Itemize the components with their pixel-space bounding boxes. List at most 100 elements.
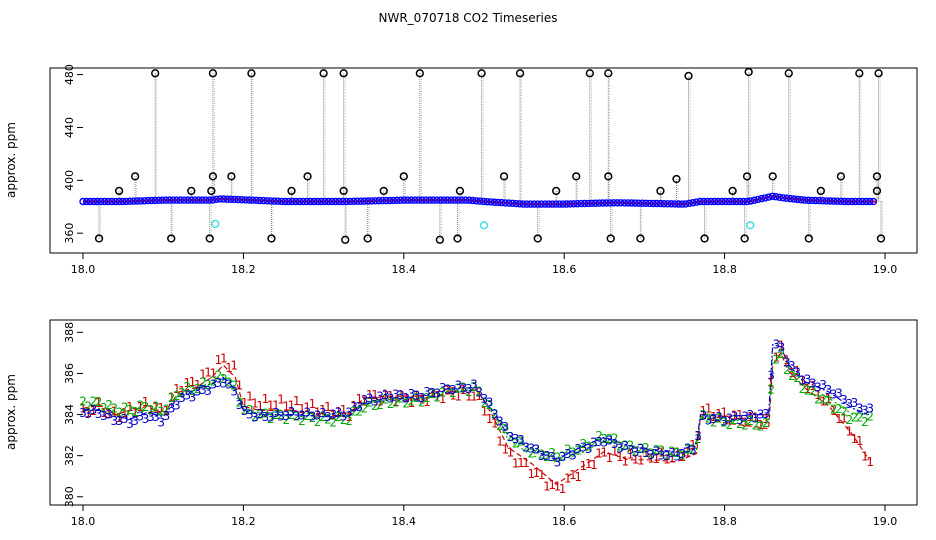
top-data-point [635,199,643,207]
top-outlier-point [672,174,681,184]
bottom-series-mark-2: 2 [465,385,473,399]
bottom-series-mark-1: 1 [465,390,473,404]
bottom-series-mark-3: 3 [606,433,614,447]
bottom-series-mark-3: 3 [486,396,494,410]
bottom-x-tick-label: 18.8 [712,515,737,528]
bottom-series-mark-1: 1 [126,400,134,414]
bottom-series-mark-3: 3 [804,372,812,386]
top-data-point [710,197,719,206]
top-data-point [642,199,650,208]
bottom-series-mark-1: 1 [199,367,207,381]
bottom-series-mark-1: 1 [293,394,301,408]
bottom-series-mark-3: 3 [616,441,624,455]
top-data-point [180,196,188,204]
bottom-series-mark-2: 2 [835,402,843,416]
bottom-series-mark-2: 2 [282,413,290,427]
bottom-series-mark-1: 1 [131,406,139,420]
top-data-point [375,196,383,205]
bottom-series-mark-2: 2 [658,443,666,457]
bottom-series-mark-2: 2 [710,415,718,429]
bottom-series-mark-2: 2 [267,412,275,426]
bottom-series-mark-3: 3 [746,408,754,422]
bottom-series-mark-1: 1 [251,396,259,410]
bottom-series-mark-1: 1 [606,451,614,465]
bottom-series-mark-2: 2 [251,410,259,424]
bottom-series-mark-1: 1 [361,394,369,408]
bottom-series-mark-3: 3 [637,442,645,456]
bottom-series-mark-3: 3 [481,392,489,406]
bottom-series-mark-1: 1 [324,400,332,414]
bottom-series-mark-1: 1 [110,405,118,419]
bottom-series-mark-2: 2 [517,435,525,449]
bottom-series-mark-3: 3 [136,410,144,424]
bottom-series-mark-3: 3 [772,337,780,351]
bottom-series-mark-3: 3 [183,389,191,403]
bottom-series-mark-3: 3 [538,449,546,463]
bottom-series-mark-2: 2 [746,414,754,428]
bottom-series-mark-3: 3 [147,410,155,424]
bottom-series-mark-3: 3 [595,435,603,449]
top-x-tick-label: 19.0 [873,263,898,276]
bottom-series-mark-2: 2 [548,446,556,460]
top-outlier-point [319,69,328,78]
bottom-series-mark-3: 3 [402,392,410,406]
bottom-series-mark-3: 3 [720,415,728,429]
top-data-point [209,196,217,204]
bottom-series-mark-1: 1 [236,378,244,392]
bottom-series-mark-2: 2 [830,403,838,417]
bottom-series-mark-2: 2 [590,435,598,449]
bottom-series-mark-2: 2 [397,392,405,406]
bottom-series-mark-2: 2 [600,432,608,446]
bottom-series-mark-3: 3 [564,447,572,461]
bottom-series-mark-3: 3 [647,448,655,462]
bottom-series-mark-3: 3 [277,409,285,423]
bottom-series-mark-2: 2 [116,406,124,420]
top-outlier-point [876,234,886,243]
bottom-y-tick-label: 388 [63,322,76,343]
bottom-series-mark-2: 2 [126,403,134,417]
top-data-point [353,197,361,205]
bottom-series-mark-2: 2 [345,414,353,428]
top-data-point [378,196,387,205]
bottom-series-mark-1: 1 [548,478,556,492]
bottom-series-mark-2: 2 [173,389,181,403]
bottom-series-mark-3: 3 [366,391,374,405]
bottom-series-mark-2: 2 [507,430,515,444]
top-outlier-point [874,69,883,78]
top-data-point [133,197,141,205]
bottom-series-mark-2: 2 [288,408,296,422]
bottom-series-mark-3: 3 [793,366,801,380]
bottom-series-mark-1: 1 [710,410,718,424]
top-data-point [447,196,455,204]
bottom-series-mark-1: 1 [611,445,619,459]
bottom-series-mark-3: 3 [126,417,134,431]
bottom-series-mark-1: 1 [382,388,390,402]
bottom-series-mark-2: 2 [142,400,150,414]
top-data-point [263,197,271,205]
top-outlier-point [205,234,214,243]
bottom-x-tick-label: 18.2 [231,515,256,528]
bottom-series-mark-3: 3 [142,412,150,426]
bottom-series-mark-3: 3 [110,414,118,428]
top-data-point [155,196,163,205]
bottom-series-mark-2: 2 [491,407,499,421]
bottom-series-mark-3: 3 [84,407,92,421]
top-data-point [512,199,520,208]
bottom-series-mark-3: 3 [673,450,681,464]
bottom-series-mark-3: 3 [548,450,556,464]
top-data-point [400,196,408,204]
top-data-point [443,196,452,204]
bottom-series-mark-1: 1 [136,400,144,414]
top-x-tick-label: 18.6 [552,263,577,276]
bottom-series-mark-1: 1 [496,435,504,449]
top-data-point [436,196,444,204]
bottom-series-mark-1: 1 [720,405,728,419]
top-data-point [303,197,311,206]
bottom-series-mark-3: 3 [319,406,327,420]
bottom-series-mark-1: 1 [590,458,598,472]
top-outlier-point [855,69,864,78]
top-data-point [700,197,708,206]
top-y-tick-label: 360 [63,223,76,244]
bottom-series-mark-1: 1 [600,446,608,460]
bottom-series-mark-2: 2 [580,437,588,451]
